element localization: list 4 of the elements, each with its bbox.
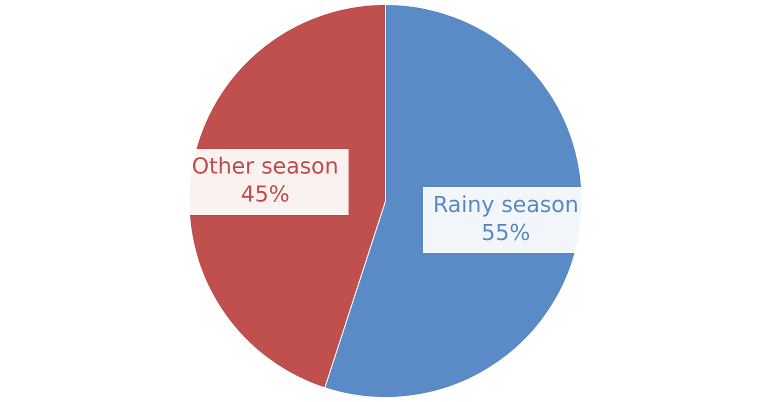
slice-label: Rainy season [432, 192, 579, 218]
data-label: 45% [240, 182, 290, 208]
slice-label: Other season [192, 154, 339, 180]
data-label: 55% [481, 220, 530, 246]
